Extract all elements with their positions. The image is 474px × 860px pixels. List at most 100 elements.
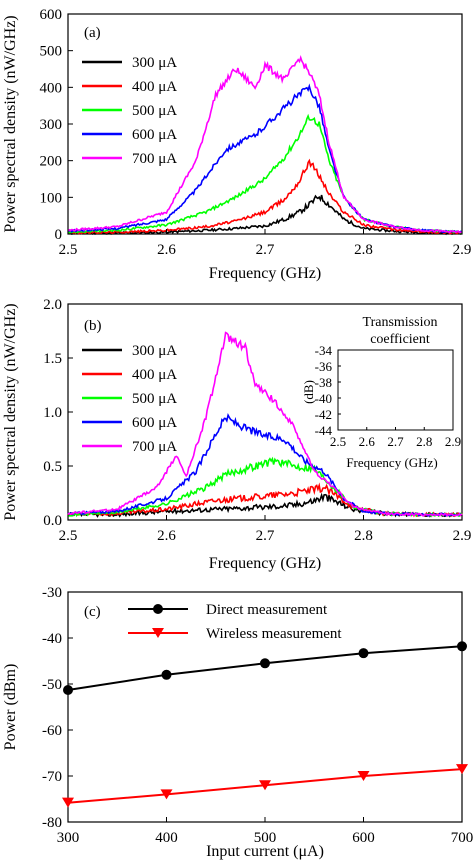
panel-c-legend: Direct measurement Wireless measurement (128, 602, 342, 642)
legend-a-label-500: 500 μA (132, 103, 177, 119)
data-point (358, 648, 369, 659)
x-tick-label: 2.5 (330, 434, 346, 449)
legend-a-label-300: 300 μA (132, 55, 177, 71)
y-tick-label: -30 (42, 585, 62, 601)
y-tick-label: -36 (315, 359, 333, 374)
series-line (67, 412, 463, 517)
data-point (456, 764, 468, 775)
panel-c-y-ticks: -30 -40 -50 -60 -70 -80 (42, 585, 73, 831)
legend-c-marker-direct (153, 604, 163, 614)
panel-c-series-group (62, 641, 468, 808)
y-tick-label: 100 (40, 190, 63, 206)
legend-a-label-400: 400 μA (132, 79, 177, 95)
y-tick-label: -80 (42, 815, 62, 831)
y-tick-label: 1.0 (43, 405, 62, 421)
panel-c-y-axis-title: Power (dBm) (2, 664, 19, 751)
data-point (161, 669, 172, 680)
legend-a-label-600: 600 μA (132, 127, 177, 143)
x-tick-label: 2.6 (359, 434, 376, 449)
panel-a-legend: 300 μA 400 μA 500 μA 600 μA 700 μA (82, 55, 177, 167)
y-tick-label: -60 (42, 723, 62, 739)
x-tick-label: 2.7 (256, 528, 275, 544)
y-tick-label: -50 (42, 677, 62, 693)
inset-y-ticks: -34-36-38-40-42-44 (315, 343, 341, 438)
legend-c-label-wireless: Wireless measurement (206, 626, 342, 642)
panel-c: 300 400 500 600 700 -30 -40 -50 -60 -70 -80 (c) I… (2, 585, 473, 860)
data-point (457, 641, 467, 652)
data-point (260, 658, 270, 669)
series-line (67, 113, 463, 234)
y-tick-label: 500 (40, 44, 63, 60)
panel-b-legend: 300 μA 400 μA 500 μA 600 μA 700 μA (82, 343, 177, 455)
data-point (259, 780, 271, 791)
inset-x-ticks: 2.5 2.6 2.7 2.8 2.9 (330, 427, 461, 449)
x-tick-label: 2.8 (354, 242, 373, 258)
x-tick-label: 400 (155, 830, 178, 846)
y-tick-label: -44 (315, 423, 333, 438)
inset-chart: Transmission coefficient 2.5 2.6 2.7 2.8 2.9… (301, 315, 461, 470)
x-tick-label: 2.9 (445, 434, 461, 449)
legend-b-label-500: 500 μA (132, 391, 177, 407)
panel-b: 2.5 2.6 2.7 2.8 2.9 0.0 0.5 1.0 1.5 2.0 (b) Freq… (2, 297, 471, 572)
panel-a-x-axis-title: Frequency (GHz) (209, 265, 321, 282)
x-tick-label: 600 (352, 830, 375, 846)
panel-b-label: (b) (84, 318, 102, 334)
inset-x-axis-title: Frequency (GHz) (346, 455, 437, 470)
legend-b-label-400: 400 μA (132, 367, 177, 383)
y-tick-label: 600 (40, 7, 63, 23)
inset-title-line-2: coefficient (370, 332, 430, 347)
panel-b-x-axis-title: Frequency (GHz) (209, 555, 321, 572)
panel-b-y-axis-title: Power spectral density (nW/GHz) (2, 303, 19, 520)
x-tick-label: 2.7 (387, 434, 404, 449)
y-tick-label: 200 (40, 154, 63, 170)
x-tick-label: 2.6 (157, 242, 176, 258)
panel-a-x-ticks: 2.5 2.6 2.7 2.8 2.9 (59, 229, 472, 258)
inset-title-line-1: Transmission (363, 315, 438, 330)
x-tick-label: 2.7 (256, 242, 275, 258)
series-line (67, 158, 463, 235)
data-point (62, 797, 74, 808)
legend-b-label-700: 700 μA (132, 439, 177, 455)
x-tick-label: 2.8 (416, 434, 432, 449)
data-point (63, 684, 73, 695)
panel-a-y-ticks: 0 100 200 300 400 500 600 (40, 7, 73, 243)
y-tick-label: 300 (40, 117, 63, 133)
y-tick-label: -40 (315, 391, 332, 406)
x-tick-label: 2.5 (59, 242, 78, 258)
series-line (67, 83, 463, 234)
inset-y-axis-title: (dB) (301, 380, 316, 404)
series-line (67, 331, 463, 517)
y-tick-label: -34 (315, 343, 333, 358)
y-tick-label: 400 (40, 80, 63, 96)
panel-c-x-axis-title: Input current (μA) (206, 843, 324, 860)
x-tick-label: 500 (254, 830, 277, 846)
legend-b-label-300: 300 μA (132, 343, 177, 359)
legend-b-label-600: 600 μA (132, 415, 177, 431)
panel-a-plot-frame (67, 13, 463, 235)
inset-plot-frame (337, 349, 454, 431)
panel-c-label: (c) (84, 604, 101, 620)
panel-b-x-ticks: 2.5 2.6 2.7 2.8 2.9 (59, 515, 471, 544)
panel-c-x-ticks: 300 400 500 600 700 (57, 817, 473, 846)
data-point (160, 789, 173, 800)
series-line (67, 54, 463, 234)
legend-c-marker-wireless (152, 628, 164, 638)
y-tick-label: -70 (42, 769, 62, 785)
x-tick-label: 2.5 (59, 528, 78, 544)
panel-a-y-axis-title: Power spectral density (nW/GHz) (2, 15, 19, 232)
y-tick-label: -40 (42, 631, 62, 647)
data-point (357, 771, 370, 781)
y-tick-label: -42 (315, 407, 332, 422)
y-tick-label: 1.5 (43, 351, 62, 367)
panel-b-y-ticks: 0.0 0.5 1.0 1.5 2.0 (43, 297, 73, 529)
legend-c-label-direct: Direct measurement (206, 602, 328, 618)
y-tick-label: 2.0 (43, 297, 62, 313)
legend-a-label-700: 700 μA (132, 151, 177, 167)
panel-a-series-group (67, 54, 463, 236)
y-tick-label: 0.5 (43, 459, 62, 475)
y-tick-label: 0 (55, 227, 63, 243)
panel-b-series-group (67, 331, 463, 518)
x-tick-label: 2.9 (453, 242, 472, 258)
